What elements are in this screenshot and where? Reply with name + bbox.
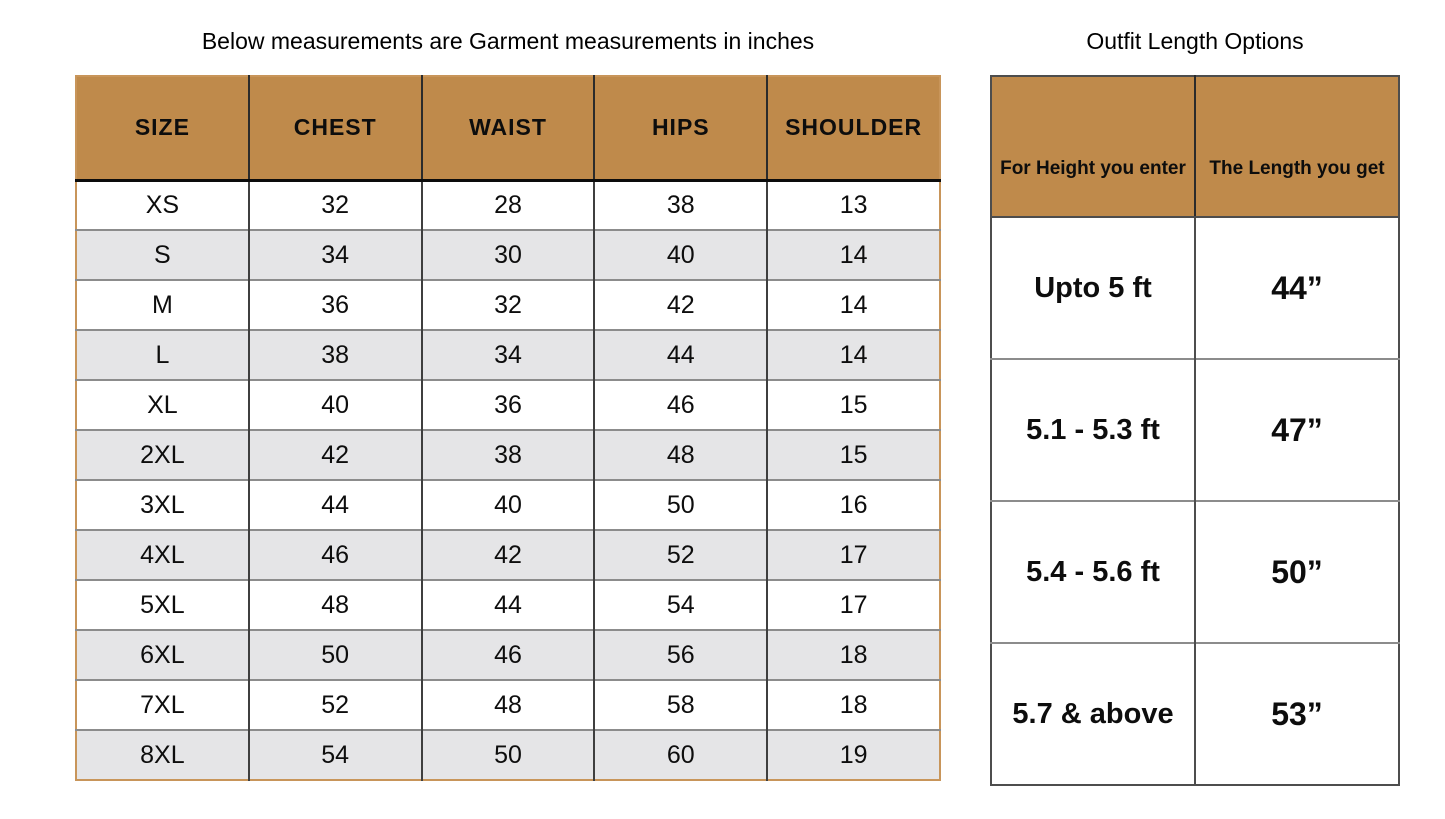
hips-cell: 44 [593,329,768,380]
table-row: S 34 30 40 14 [76,229,940,280]
chest-cell: 32 [247,180,422,230]
waist-cell: 44 [420,579,595,630]
header-waist: WAIST [420,76,595,182]
header-length-you-get: The Length you get [1194,76,1399,218]
size-cell: M [76,279,249,330]
shoulder-cell: 18 [766,679,940,730]
hips-cell: 42 [593,279,768,330]
shoulder-cell: 14 [766,279,940,330]
hips-cell: 50 [593,479,768,530]
size-cell: L [76,329,249,380]
shoulder-cell: 18 [766,629,940,680]
table-row: 3XL 44 40 50 16 [76,479,940,530]
header-size: SIZE [76,76,249,182]
table-row: 4XL 46 42 52 17 [76,529,940,580]
shoulder-cell: 15 [766,379,940,430]
length-table-header-row: For Height you enter The Length you get [991,76,1399,218]
hips-cell: 40 [593,229,768,280]
size-cell: 6XL [76,629,249,680]
table-row: 8XL 54 50 60 19 [76,729,940,780]
height-range-cell: 5.1 - 5.3 ft [991,358,1195,501]
waist-cell: 32 [420,279,595,330]
table-row: 6XL 50 46 56 18 [76,629,940,680]
hips-cell: 48 [593,429,768,480]
hips-cell: 58 [593,679,768,730]
table-row: 5.4 - 5.6 ft 50” [991,500,1399,643]
shoulder-cell: 19 [766,729,940,780]
length-value-cell: 53” [1194,642,1399,785]
table-row: Upto 5 ft 44” [991,217,1399,359]
hips-cell: 52 [593,529,768,580]
outfit-length-table: For Height you enter The Length you get … [990,75,1400,786]
chest-cell: 40 [247,379,422,430]
shoulder-cell: 17 [766,579,940,630]
waist-cell: 34 [420,329,595,380]
chest-cell: 48 [247,579,422,630]
height-range-cell: 5.4 - 5.6 ft [991,500,1195,643]
waist-cell: 48 [420,679,595,730]
waist-cell: 40 [420,479,595,530]
size-cell: 5XL [76,579,249,630]
header-height-you-enter: For Height you enter [991,76,1195,218]
header-hips: HIPS [593,76,768,182]
chest-cell: 38 [247,329,422,380]
shoulder-cell: 13 [766,180,940,230]
table-row: 5.1 - 5.3 ft 47” [991,358,1399,501]
hips-cell: 54 [593,579,768,630]
shoulder-cell: 15 [766,429,940,480]
size-cell: XL [76,379,249,430]
hips-cell: 46 [593,379,768,430]
header-chest: CHEST [247,76,422,182]
size-cell: 2XL [76,429,249,480]
chest-cell: 36 [247,279,422,330]
hips-cell: 56 [593,629,768,680]
hips-cell: 38 [593,180,768,230]
outfit-length-title: Outfit Length Options [1086,28,1304,54]
waist-cell: 42 [420,529,595,580]
garment-size-table: SIZE CHEST WAIST HIPS SHOULDER XS 32 28 … [75,75,941,781]
size-cell: 7XL [76,679,249,730]
length-value-cell: 44” [1194,217,1399,359]
shoulder-cell: 16 [766,479,940,530]
shoulder-cell: 14 [766,229,940,280]
size-cell: 3XL [76,479,249,530]
hips-cell: 60 [593,729,768,780]
waist-cell: 30 [420,229,595,280]
height-range-cell: Upto 5 ft [991,217,1195,359]
table-row: L 38 34 44 14 [76,329,940,380]
header-shoulder: SHOULDER [766,76,940,182]
waist-cell: 50 [420,729,595,780]
length-value-cell: 50” [1194,500,1399,643]
length-value-cell: 47” [1194,358,1399,501]
table-row: XS 32 28 38 13 [76,180,940,230]
chest-cell: 50 [247,629,422,680]
waist-cell: 28 [420,180,595,230]
waist-cell: 46 [420,629,595,680]
size-table-header-row: SIZE CHEST WAIST HIPS SHOULDER [76,76,940,182]
table-row: XL 40 36 46 15 [76,379,940,430]
chest-cell: 34 [247,229,422,280]
size-cell: 8XL [76,729,249,780]
size-cell: 4XL [76,529,249,580]
chest-cell: 54 [247,729,422,780]
chest-cell: 52 [247,679,422,730]
size-chart-title: Below measurements are Garment measureme… [201,28,815,54]
chest-cell: 44 [247,479,422,530]
table-row: 2XL 42 38 48 15 [76,429,940,480]
shoulder-cell: 14 [766,329,940,380]
table-row: 5XL 48 44 54 17 [76,579,940,630]
chest-cell: 46 [247,529,422,580]
chest-cell: 42 [247,429,422,480]
size-cell: XS [76,180,249,230]
table-row: M 36 32 42 14 [76,279,940,330]
table-row: 5.7 & above 53” [991,642,1399,785]
size-cell: S [76,229,249,280]
waist-cell: 36 [420,379,595,430]
table-row: 7XL 52 48 58 18 [76,679,940,730]
height-range-cell: 5.7 & above [991,642,1195,785]
waist-cell: 38 [420,429,595,480]
shoulder-cell: 17 [766,529,940,580]
